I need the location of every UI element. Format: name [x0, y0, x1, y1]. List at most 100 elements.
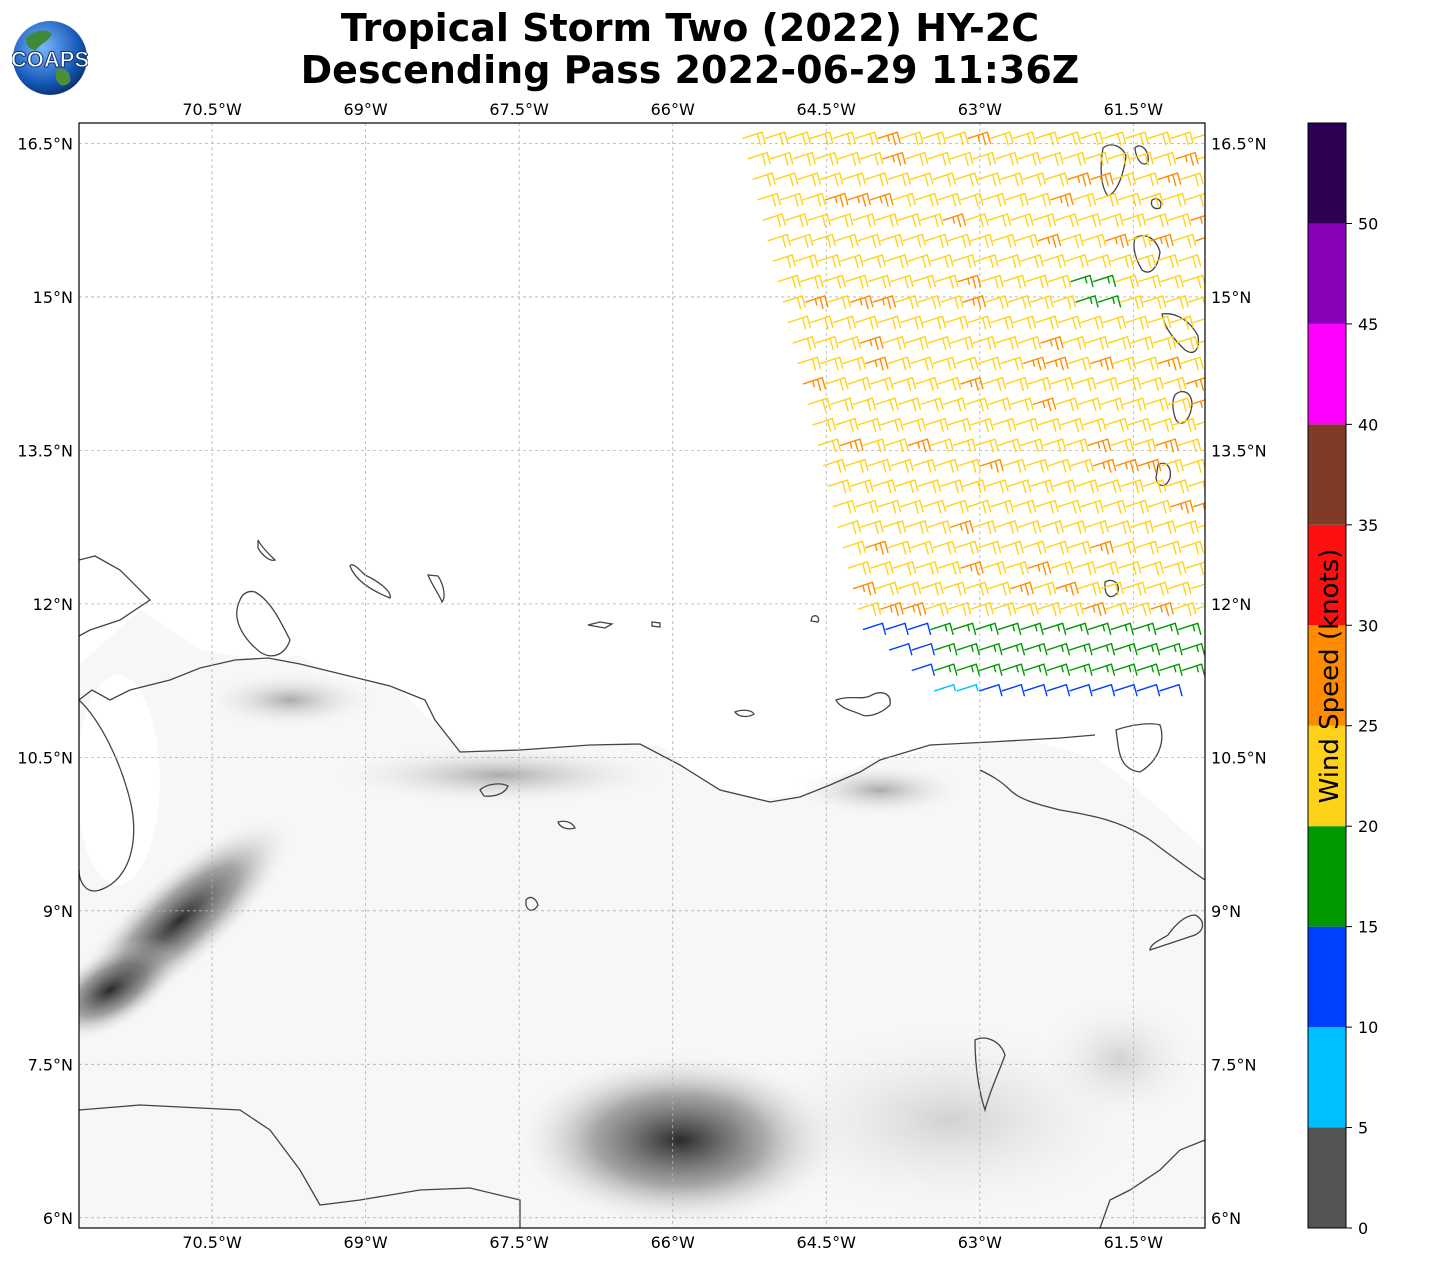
wind-barb-feather [1124, 255, 1129, 269]
wind-barb-staff [979, 663, 1000, 672]
wind-barb-feather [799, 214, 804, 228]
wind-barb-feather [1029, 397, 1034, 410]
wind-barb-staff [1140, 192, 1161, 201]
wind-barb-staff [1125, 131, 1146, 140]
wind-barb [867, 274, 892, 289]
wind-barb-feather [899, 233, 904, 247]
wind-barb-feather [1109, 356, 1114, 369]
wind-barb-feather [1034, 233, 1039, 247]
wind-barb-feather [1187, 603, 1192, 617]
wind-barb-staff [1022, 540, 1044, 549]
wind-barb-staff [1145, 397, 1166, 406]
wind-barb [1159, 683, 1183, 697]
wind-barb-feather [909, 458, 914, 472]
wind-barb-feather [1181, 561, 1187, 574]
wind-barb-staff [1065, 622, 1086, 631]
wind-barb-feather [951, 172, 957, 185]
wind-barb-feather [849, 397, 854, 410]
wind-barb-feather [1147, 255, 1152, 269]
wind-barb-feather [1154, 540, 1159, 554]
wind-barb-feather [793, 172, 799, 185]
wind-barb-feather [1174, 276, 1180, 289]
wind-barb [812, 417, 837, 432]
wind-barb [850, 479, 874, 494]
wind-barb-staff [850, 479, 871, 487]
wind-barb [870, 192, 894, 207]
wind-barb-staff [1107, 151, 1129, 160]
wind-barb [890, 274, 914, 289]
wind-barb-feather [907, 562, 912, 576]
wind-barb [802, 192, 826, 207]
wind-barb [1062, 520, 1087, 535]
wind-barb-staff [940, 295, 961, 303]
wind-barb-staff [1142, 295, 1164, 303]
wind-barb-feather [996, 194, 1002, 207]
lat-tick-left-6: 7.5°N [28, 1055, 73, 1074]
wind-barb [852, 581, 877, 596]
wind-barb-staff [1120, 295, 1141, 303]
wind-barb [1120, 295, 1144, 310]
wind-barb-feather [936, 295, 942, 308]
wind-barb-feather [904, 622, 909, 635]
wind-barb-feather [1155, 683, 1161, 697]
wind-barb-feather [836, 438, 842, 451]
wind-barb-staff [872, 479, 894, 487]
wind-barb-staff [1060, 233, 1081, 242]
wind-barb-feather [981, 295, 987, 308]
wind-barb [1147, 131, 1172, 146]
wind-barb-feather [911, 377, 917, 390]
wind-barb-half-feather [1060, 665, 1064, 673]
wind-barb-staff [985, 479, 1006, 487]
wind-barb-staff [992, 233, 1014, 242]
wind-barb-feather [975, 643, 981, 656]
wind-barb-feather [1039, 622, 1044, 635]
wind-barb [1162, 377, 1187, 391]
lon-tick-bottom-1: 69°W [344, 1233, 388, 1252]
wind-barb [952, 438, 977, 453]
wind-barb-feather [1184, 133, 1189, 146]
wind-barb-staff [857, 233, 878, 242]
wind-barb [1107, 520, 1132, 535]
wind-barb [960, 377, 984, 391]
colorbar-bin-10 [1308, 123, 1346, 224]
wind-barb-feather [991, 173, 997, 187]
wind-barb [835, 417, 859, 432]
wind-barb [1122, 397, 1147, 412]
wind-barb-feather [879, 358, 884, 371]
wind-barb [1175, 336, 1199, 351]
wind-barb-staff [1085, 336, 1106, 344]
wind-barb-feather [894, 397, 899, 410]
wind-barb-staff [855, 315, 876, 324]
wind-barb-feather [959, 317, 964, 330]
wind-barb-feather [1164, 419, 1170, 432]
wind-barb-staff [952, 622, 974, 631]
wind-barb-feather [828, 131, 834, 144]
wind-barb-feather [991, 151, 997, 165]
wind-barb-feather [984, 581, 989, 595]
wind-barb-feather [1006, 397, 1012, 410]
wind-barb-half-feather [948, 665, 952, 673]
wind-barb-feather [1016, 622, 1022, 635]
wind-barb-feather [831, 233, 836, 247]
wind-barb-feather [1114, 377, 1119, 390]
wind-barb-feather [874, 521, 879, 535]
wind-barb-feather [956, 377, 962, 390]
wind-barb-feather [1106, 254, 1112, 267]
wind-barb-feather [876, 255, 882, 269]
wind-barb-staff [825, 377, 846, 385]
wind-barb [847, 377, 872, 391]
wind-barb-feather [906, 172, 911, 185]
wind-barb-half-feather [1064, 584, 1068, 593]
wind-barb-staff [1087, 254, 1109, 262]
wind-barb-feather [1199, 172, 1204, 185]
wind-barb-staff [837, 151, 858, 160]
wind-barb-staff [1185, 561, 1205, 569]
wind-barb-staff [925, 417, 946, 426]
wind-barb-feather [1004, 479, 1009, 492]
wind-barb-feather [1042, 562, 1047, 576]
wind-barb-staff [789, 233, 811, 242]
wind-barb-feather [809, 233, 814, 247]
wind-barb [1035, 315, 1059, 330]
wind-barb-staff [787, 131, 808, 140]
wind-barb-staff [877, 315, 899, 324]
